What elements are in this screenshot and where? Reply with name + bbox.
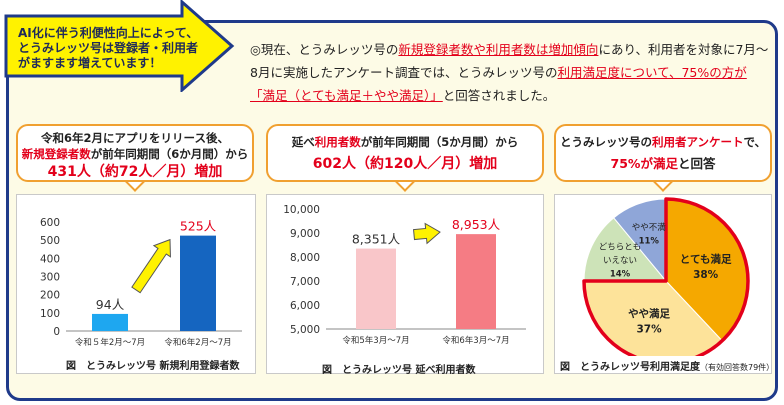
callout-line-1: AI化に伴う利便性向上によって、 <box>18 26 199 40</box>
pie-slice-percent: 14% <box>610 270 631 280</box>
callout-text: AI化に伴う利便性向上によって、 とうみレッツ号は登録者・利用者 がますます増え… <box>18 26 218 71</box>
caption-users: 図 とうみレッツ号 延べ利用者数 <box>322 365 476 376</box>
bubble-1-increase: 431人（約72人／月）増加 <box>47 164 223 180</box>
registrations-y-tick-label: 300 <box>40 272 60 284</box>
arrow-callout-shape <box>4 0 235 92</box>
registrations-value-label: 94人 <box>96 297 125 312</box>
registrations-y-tick-label: 200 <box>40 290 60 302</box>
bubble-3-line-1a: とうみレッツ号の <box>559 135 652 149</box>
registrations-y-tick-label: 600 <box>40 217 60 229</box>
bubble-3-keyword: 利用者アンケート <box>651 135 744 149</box>
caption-satisfaction-note: （有効回答数79件） <box>700 363 775 372</box>
bubble-total-users: 延べ利用者数が前年同期間（5か月間）から 602人（約120人／月）増加 <box>266 124 544 182</box>
users-y-tick-label: 10,000 <box>283 204 320 216</box>
pie-slice <box>583 217 668 282</box>
registrations-value-label: 525人 <box>180 219 217 234</box>
users-bar <box>356 248 396 329</box>
bubble-1-line-2: が前年同期間（6か月間）から <box>90 147 249 161</box>
registrations-growth-arrow <box>131 238 171 294</box>
bubble-2-line-1a: 延べ <box>291 135 315 149</box>
caption-satisfaction-main: 図 とうみレッツ号利用満足度 <box>560 362 700 373</box>
pie-slice-percent: 37% <box>636 324 662 336</box>
bubble-new-registrations: 令和6年2月にアプリをリリース後、 新規登録者数が前年同期間（6か月間）から 4… <box>16 124 254 182</box>
pie-slice-label: いえない <box>603 256 637 266</box>
headline-highlight-1: 新規登録者数や利用者数は増加傾向 <box>398 42 599 57</box>
users-y-tick-label: 5,000 <box>290 324 320 336</box>
registrations-y-tick-label: 400 <box>40 253 60 265</box>
pie-slice-percent: 38% <box>693 269 719 281</box>
callout-line-3: がますます増えています！ <box>18 56 162 70</box>
users-y-tick-label: 7,000 <box>290 276 320 288</box>
registrations-category-label: 令和５年2月～7月 <box>75 337 145 348</box>
bubble-2-line-1c: が前年同期間（5か月間）から <box>360 135 519 149</box>
bubble-2-increase: 602人（約120人／月）増加 <box>312 156 498 172</box>
caption-registrations: 図 とうみレッツ号 新規利用登録者数 <box>66 361 240 372</box>
registrations-bar <box>92 313 128 331</box>
registrations-y-tick-label: 100 <box>40 308 60 320</box>
callout-arrow <box>4 0 235 92</box>
pie-slice-label: どちらとも <box>599 243 642 253</box>
headline-text: ◎現在、とうみレッツ号の新規登録者数や利用者数は増加傾向にあり、利用者を対象に7… <box>250 38 770 107</box>
satisfied-highlight-outline <box>582 197 750 356</box>
headline-part-5: と回答されました。 <box>442 88 556 103</box>
bubble-1-keyword: 新規登録者数 <box>21 147 91 161</box>
headline-part-1: ◎現在、とうみレッツ号の <box>250 42 399 57</box>
users-value-label: 8,351人 <box>352 232 401 247</box>
caption-satisfaction: 図 とうみレッツ号利用満足度（有効回答数79件） <box>560 358 774 373</box>
bubble-3-line-1c: で、 <box>743 135 767 149</box>
headline-part-3: にあり、利用者を対象に7月～8月に実施したアンケート調査では、とうみレッツ号の <box>250 42 769 80</box>
bubble-3-line-2b: と回答 <box>677 156 716 171</box>
users-category-label: 令和5年3月～7月 <box>342 335 409 346</box>
pie-slice-label: やや不満 <box>632 223 667 233</box>
pie-slice-label: やや満足 <box>628 307 670 320</box>
users-y-tick-label: 9,000 <box>290 228 320 240</box>
registrations-bar <box>180 235 216 331</box>
bubble-3-percent: 75%が満足 <box>610 156 678 171</box>
pie-slice-percent: 11% <box>639 237 660 247</box>
users-y-tick-label: 6,000 <box>290 300 320 312</box>
users-y-tick-label: 8,000 <box>290 252 320 264</box>
bubble-2-keyword: 利用者数 <box>314 135 361 149</box>
bubble-1-line-1: 令和6年2月にアプリをリリース後、 <box>41 131 229 145</box>
users-category-label: 令和6年3月～7月 <box>442 335 509 346</box>
chart-panel-users <box>266 194 544 374</box>
users-bar <box>456 234 496 329</box>
users-value-label: 8,953人 <box>452 217 501 232</box>
headline-highlight-2: 利用満足度について、75%の方が「満足（とても満足＋やや満足）」 <box>250 65 747 103</box>
registrations-y-tick-label: 0 <box>53 326 60 338</box>
bubble-satisfaction: とうみレッツ号の利用者アンケートで、 75%が満足と回答 <box>554 124 772 182</box>
users-growth-arrow <box>412 222 441 245</box>
pie-slice-label: とても満足 <box>680 252 732 265</box>
registrations-y-tick-label: 500 <box>40 235 60 247</box>
callout-line-2: とうみレッツ号は登録者・利用者 <box>18 41 199 55</box>
users-bar-chart: 5,000 6,000 7,000 8,000 9,000 10,000 8,351人令和5… <box>283 204 526 346</box>
registrations-category-label: 令和6年2月～7月 <box>164 337 231 348</box>
